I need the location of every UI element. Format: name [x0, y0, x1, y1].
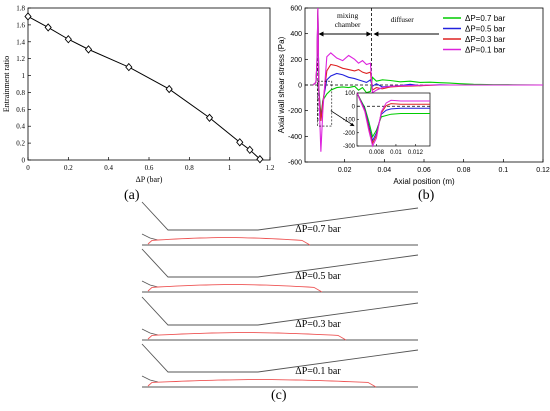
y-tick-label: -600: [288, 160, 302, 167]
series-line: [27, 16, 261, 160]
data-point-marker: [64, 35, 72, 44]
x-tick-label: 0.6: [145, 164, 154, 172]
data-point-marker: [125, 62, 133, 72]
y-tick-label: 1: [22, 72, 26, 80]
y-tick-label: 1.6: [16, 21, 25, 29]
x-tick-label: 0.02: [338, 167, 352, 174]
x-tick-label: 0.4: [104, 164, 113, 172]
data-point-marker: [246, 145, 254, 155]
inset-frame: [356, 92, 431, 147]
y-axis-label: Axial wall shear stress (Pa): [277, 36, 286, 133]
y-tick-label: 400: [290, 31, 302, 38]
nozzle-wall: [141, 375, 159, 383]
arrow-head: [373, 31, 379, 37]
jet-boundary: [147, 284, 323, 293]
x-tick-label: 0.04: [378, 167, 392, 174]
arrow-head: [349, 122, 355, 127]
data-point-marker: [44, 23, 52, 32]
y-tick-label: -200: [288, 108, 302, 115]
y-tick-label: 0: [22, 157, 26, 165]
inset-x-tick-label: 0.012: [408, 150, 424, 156]
inset-x-tick-label: 0.01: [390, 150, 402, 156]
pressure-label: ΔP=0.1 bar: [295, 366, 341, 377]
entrainment-ratio-chart: 0 0.2 0.4 0.6 0.8 1 1.2 0 0.2 0.4 0.6 0.8 1 1.2 1.4 1.6…: [2, 5, 275, 185]
panel-label-c: (c): [271, 388, 287, 403]
y-tick-label: 1.4: [16, 38, 25, 46]
x-axis-label: Axial position (m): [393, 177, 455, 186]
zoom-arrow: [330, 110, 353, 126]
legend-label: ΔP=0.1 bar: [465, 46, 506, 55]
inset-y-tick-label: -100: [343, 118, 356, 124]
inset-chart: -300 -200 -100 0 100 0.008 0.01 0.012: [343, 91, 431, 156]
legend-label: ΔP=0.7 bar: [465, 14, 506, 23]
ejector-schematic: ΔP=0.7 bar: [141, 201, 419, 246]
ejector-geometry-panel: ΔP=0.7 bar ΔP=0.5 bar ΔP=0.3 bar ΔP=0.1 bar: [141, 201, 419, 388]
y-tick-label: 0: [298, 83, 302, 90]
legend-box: [439, 9, 537, 55]
x-tick-label: 0.08: [457, 167, 471, 174]
pressure-label: ΔP=0.5 bar: [295, 271, 341, 282]
zoom-region: [317, 80, 333, 127]
y-tick-label: 600: [290, 6, 302, 13]
arrow-head: [318, 31, 324, 37]
x-tick-label: 0.06: [417, 167, 431, 174]
ejector-schematic: ΔP=0.5 bar: [141, 248, 419, 293]
inset-y-tick-label: -200: [343, 131, 356, 137]
data-point-marker: [24, 12, 32, 21]
upper-wall: [141, 248, 419, 278]
data-point-marker: [165, 84, 173, 94]
nozzle-wall: [141, 280, 159, 288]
y-axis-label: Entrainment ratio: [2, 56, 11, 112]
y-tick-label: 0.8: [16, 89, 25, 97]
x-tick-label: 1: [228, 164, 232, 172]
ejector-schematic: ΔP=0.1 bar: [141, 343, 419, 388]
upper-wall: [141, 343, 419, 373]
panel-label-b: (b): [418, 188, 435, 203]
legend-label: ΔP=0.3 bar: [465, 35, 506, 44]
series-line: [312, 7, 543, 152]
y-tick-label: 1.2: [16, 55, 25, 63]
y-tick-label: 200: [290, 57, 302, 64]
ejector-schematic: ΔP=0.3 bar: [141, 296, 419, 341]
inset-y-tick-label: 0: [352, 104, 356, 110]
pressure-label: ΔP=0.7 bar: [295, 224, 341, 235]
x-tick-label: 0.12: [536, 167, 550, 174]
inset-y-tick-label: -300: [343, 144, 356, 150]
nozzle-wall: [141, 233, 159, 241]
x-tick-label: 0: [26, 164, 30, 172]
nozzle-wall: [141, 328, 159, 336]
x-tick-label: 0.2: [64, 164, 73, 172]
diffuser-label: diffuser: [391, 15, 415, 24]
inset-series-line: [356, 92, 430, 148]
x-tick-label: 0.1: [498, 167, 508, 174]
arrow-head: [366, 31, 372, 37]
x-axis-label: ΔP (bar): [136, 175, 163, 184]
mixing-chamber-label: mixing chamber: [335, 11, 361, 29]
data-point-marker: [256, 154, 264, 164]
legend-label: ΔP=0.5 bar: [465, 25, 506, 34]
upper-wall: [141, 296, 419, 326]
wall-shear-stress-chart: 0.02 0.04 0.06 0.08 0.1 0.12 -600 -400 -200 0 200 4…: [277, 6, 550, 187]
data-point-marker: [205, 113, 214, 122]
x-tick-label: 1.2: [266, 164, 275, 172]
panel-label-a: (a): [124, 188, 140, 203]
y-tick-label: 0.6: [16, 106, 25, 114]
jet-boundary: [147, 237, 311, 246]
data-point-marker: [236, 138, 244, 147]
inset-y-tick-label: 100: [345, 91, 356, 97]
x-tick-label: 0.8: [185, 164, 194, 172]
y-tick-label: -400: [288, 134, 302, 141]
jet-boundary: [147, 332, 347, 341]
y-tick-label: 1.8: [16, 5, 25, 13]
inset-x-tick-label: 0.008: [369, 150, 385, 156]
jet-boundary: [147, 379, 377, 388]
pressure-label: ΔP=0.3 bar: [295, 319, 341, 330]
data-point-marker: [84, 45, 93, 54]
y-tick-label: 0.2: [16, 140, 25, 148]
y-tick-label: 0.4: [16, 123, 25, 131]
upper-wall: [141, 201, 419, 231]
